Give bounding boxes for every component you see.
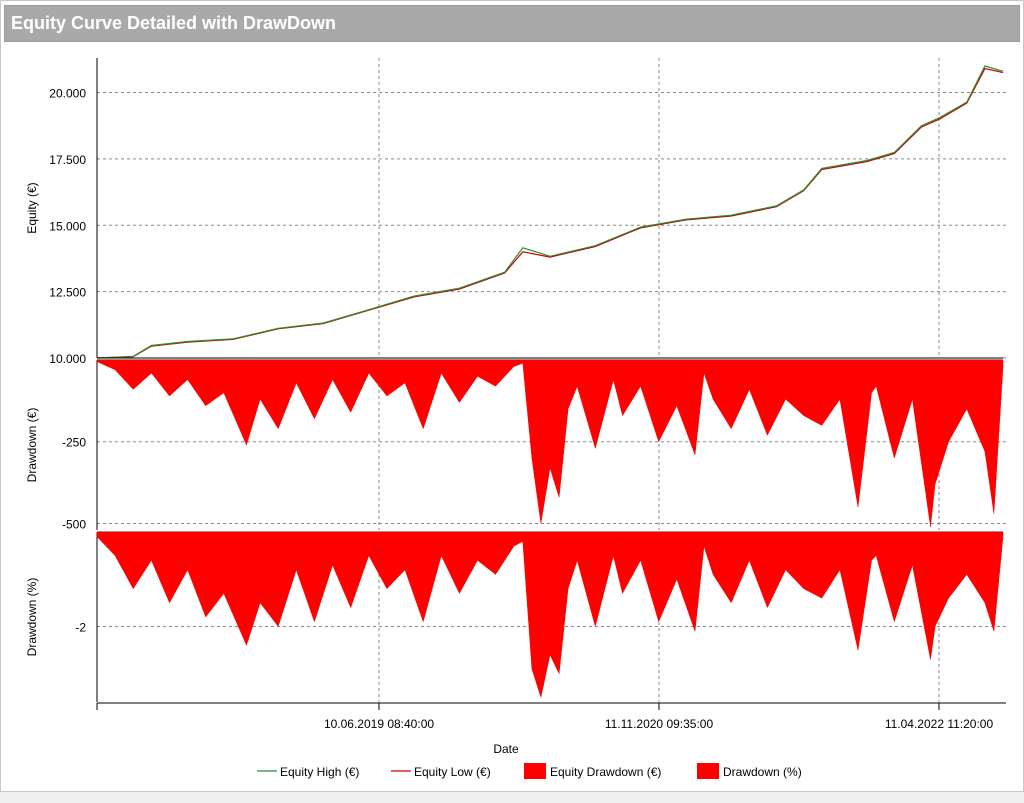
equity-ytick-label: 17.500 xyxy=(49,153,86,167)
legend-swatch-area xyxy=(524,763,546,779)
legend-label: Equity High (€) xyxy=(280,765,359,779)
equity-drawdown-area xyxy=(96,359,1004,527)
x-tick-label: 10.06.2019 08:40:00 xyxy=(324,717,434,731)
legend-label: Drawdown (%) xyxy=(723,765,802,779)
legend-swatch-area xyxy=(697,763,719,779)
percent-drawdown-area xyxy=(96,531,1004,699)
x-axis-label: Date xyxy=(493,742,519,756)
legend-label: Equity Low (€) xyxy=(414,765,491,779)
window-title: Equity Curve Detailed with DrawDown xyxy=(4,5,1020,42)
legend-label: Equity Drawdown (€) xyxy=(550,765,661,779)
equity-y-label: Equity (€) xyxy=(25,182,39,233)
percent-drawdown-ytick-label: -2 xyxy=(75,620,86,634)
x-tick-label: 11.04.2022 11:20:00 xyxy=(885,717,994,731)
equity-ytick-label: 10.000 xyxy=(49,352,86,366)
equity-drawdown-ytick-label: -250 xyxy=(62,436,86,450)
equity-drawdown-y-label: Drawdown (€) xyxy=(25,408,39,483)
equity-drawdown-ytick-label: -500 xyxy=(62,517,86,531)
equity-ytick-label: 12.500 xyxy=(49,286,86,300)
percent-drawdown-y-label: Drawdown (%) xyxy=(25,578,39,657)
equity-ytick-label: 20.000 xyxy=(49,87,86,101)
x-tick-label: 11.11.2020 09:35:00 xyxy=(605,717,714,731)
equity-ytick-label: 15.000 xyxy=(49,219,86,233)
series-line-equity-high---- xyxy=(96,65,1004,359)
series-line-equity-low---- xyxy=(96,67,1004,359)
